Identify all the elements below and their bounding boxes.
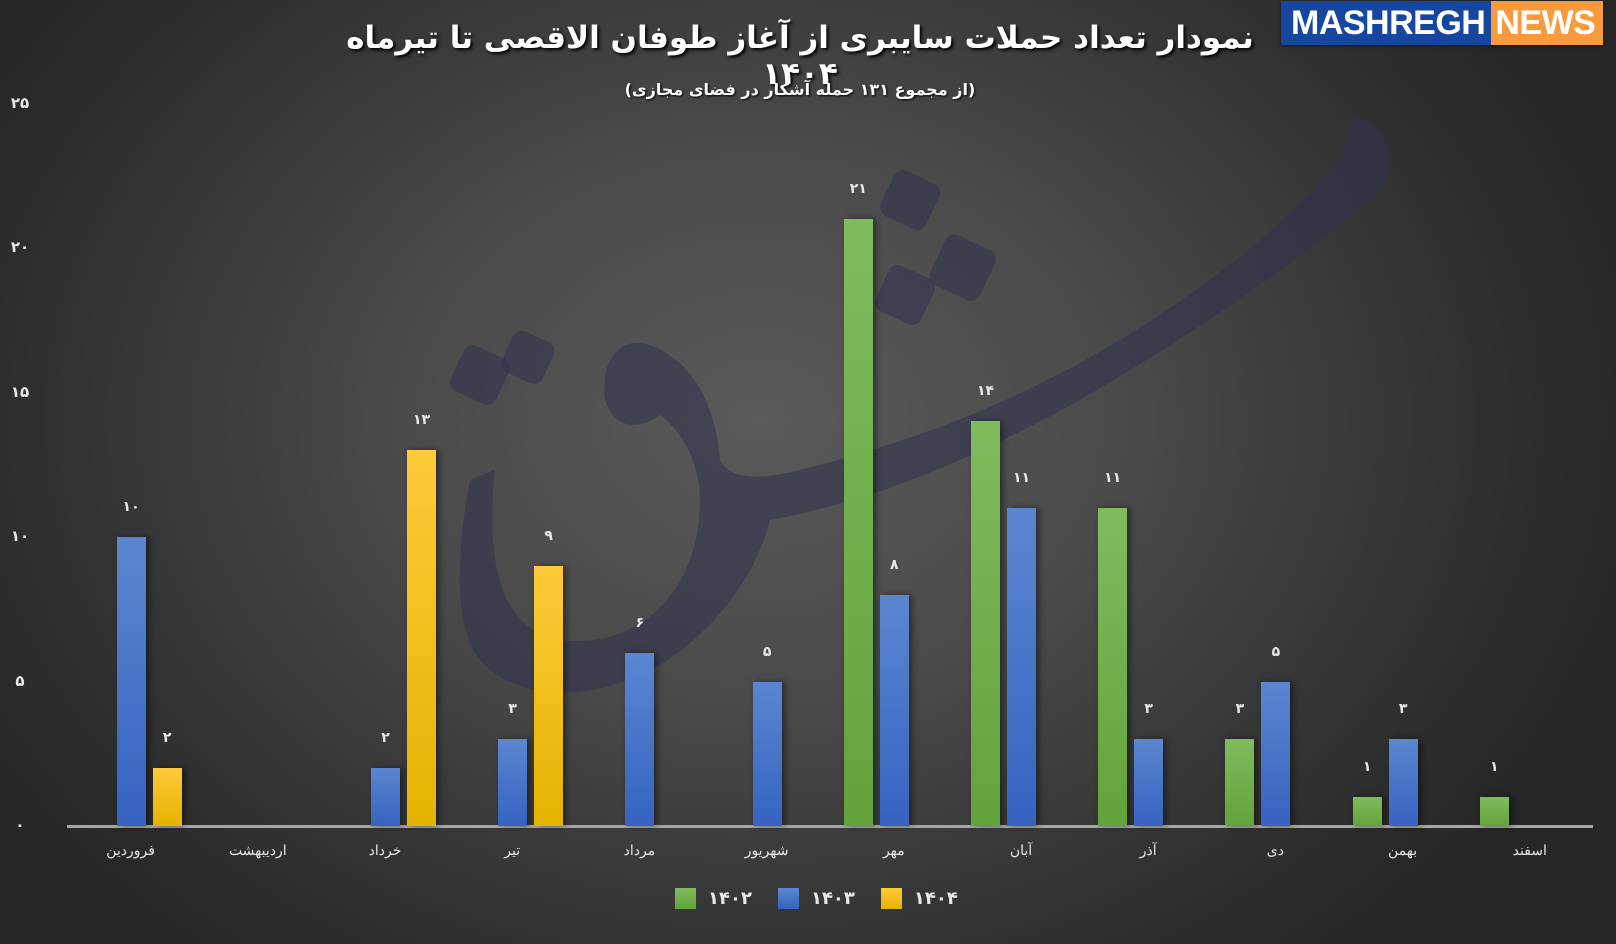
legend-swatch-1403: [777, 888, 799, 909]
legend-item-1402: ۱۴۰۲: [675, 888, 752, 909]
bar-11-series-0: [1479, 797, 1509, 826]
data-label: ۱۳: [412, 412, 431, 429]
bar-6-series-1: [879, 594, 909, 826]
x-tick-label: دی: [1266, 842, 1284, 858]
y-tick-label: ۵: [15, 671, 25, 690]
bar-0-series-2: [152, 768, 182, 826]
chart-subtitle: (از مجموع ۱۳۱ حمله آشکار در فضای مجازی): [624, 80, 976, 99]
bar-2-series-2: [407, 450, 436, 826]
data-label: ۱: [1362, 759, 1372, 776]
x-tick-label: تیر: [504, 842, 521, 858]
data-label: ۹: [544, 527, 553, 544]
y-tick-label: ۱۵: [10, 382, 30, 401]
bar-0-series-1: [116, 537, 146, 826]
data-label: ۵: [762, 643, 772, 660]
bar-7-series-1: [1007, 508, 1036, 826]
bar-6-series-0: [843, 219, 873, 826]
data-label: ۲: [381, 730, 390, 747]
bar-5-series-1: [752, 681, 782, 826]
legend: ۱۴۰۲ ۱۴۰۳ ۱۴۰۴: [675, 888, 958, 909]
y-tick-label: ۰: [15, 816, 25, 834]
data-label: ۱۴: [976, 383, 995, 400]
data-label: ۳: [508, 701, 517, 718]
legend-item-1403: ۱۴۰۳: [777, 888, 855, 909]
x-tick-label: اردیبهشت: [228, 842, 287, 858]
bar-9-series-1: [1261, 681, 1291, 826]
y-tick-label: ۲۵: [10, 93, 30, 112]
data-label: ۱۱: [1104, 470, 1122, 487]
data-label: ۳: [1144, 701, 1153, 718]
bar-7-series-0: [971, 421, 1000, 826]
data-label: ۶: [635, 614, 645, 631]
bar-8-series-1: [1134, 739, 1164, 826]
data-label: ۳: [1398, 701, 1408, 718]
x-tick-label: بهمن: [1388, 842, 1418, 858]
legend-label: ۱۴۰۲: [708, 888, 752, 909]
bar-10-series-0: [1352, 797, 1382, 826]
data-label: ۱۰: [122, 499, 140, 515]
data-label: ۵: [1271, 643, 1281, 660]
x-tick-label: شهریور: [744, 842, 789, 858]
data-label: ۲: [162, 730, 172, 747]
x-tick-label: اسفند: [1512, 842, 1547, 858]
data-label: ۳: [1235, 701, 1245, 718]
data-label: ۲۱: [849, 181, 867, 198]
bar-2-series-1: [371, 768, 400, 826]
bar-8-series-0: [1098, 508, 1128, 826]
logo-news: NEWS: [1491, 1, 1604, 45]
x-tick-label: آذر: [1139, 842, 1157, 858]
x-tick-label: مرداد: [623, 842, 656, 858]
data-label: ۸: [890, 556, 899, 573]
x-tick-label: آبان: [1009, 842, 1033, 858]
legend-label: ۱۴۰۳: [810, 888, 855, 909]
legend-item-1404: ۱۴۰۴: [880, 888, 958, 909]
chart-title: نمودار تعداد حملات سایبری از آغاز طوفان …: [346, 20, 1254, 92]
bar-4-series-1: [625, 652, 655, 826]
data-label: ۱۱: [1012, 470, 1031, 487]
x-tick-label: فروردین: [106, 842, 155, 858]
y-tick-label: ۲۰: [10, 238, 30, 256]
data-label: ۱: [1490, 759, 1499, 776]
bar-9-series-0: [1225, 739, 1255, 826]
bar-10-series-1: [1388, 739, 1418, 826]
legend-label: ۱۴۰۴: [913, 888, 958, 909]
x-tick-label: مهر: [882, 842, 905, 858]
x-axis-line: [67, 825, 1593, 828]
legend-swatch-1402: [675, 888, 696, 909]
legend-swatch-1404: [880, 888, 902, 909]
bar-3-series-1: [498, 739, 528, 826]
x-tick-label: خرداد: [368, 842, 402, 858]
logo-mashregh: MASHREGH: [1281, 1, 1492, 45]
mashregh-news-logo: MASHREGH NEWS: [1281, 1, 1604, 45]
y-tick-label: ۱۰: [10, 527, 30, 545]
bar-3-series-2: [534, 565, 564, 826]
